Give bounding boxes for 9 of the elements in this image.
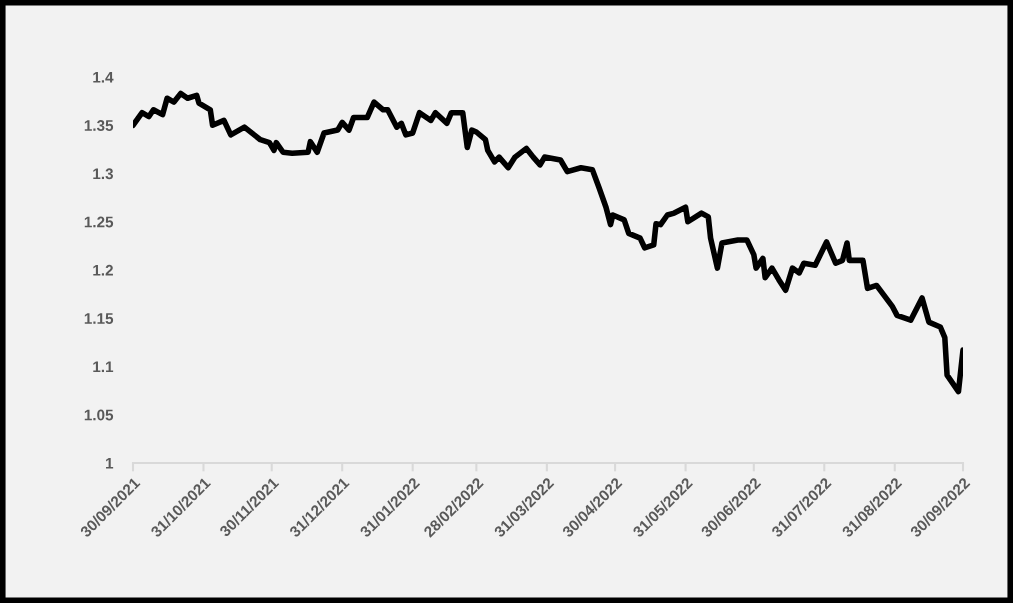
y-tick-label: 1.4	[93, 72, 114, 83]
y-tick-label: 1.35	[84, 120, 114, 131]
y-tick-label: 1.1	[93, 361, 114, 373]
y-tick-label: 1.15	[84, 313, 114, 324]
y-tick-label: 1.25	[84, 216, 114, 228]
y-tick-label: 1.05	[84, 409, 114, 421]
y-tick-label: 1	[106, 458, 114, 469]
y-tick-label: 1.2	[93, 264, 113, 276]
y-tick-label: 1.3	[93, 168, 114, 180]
